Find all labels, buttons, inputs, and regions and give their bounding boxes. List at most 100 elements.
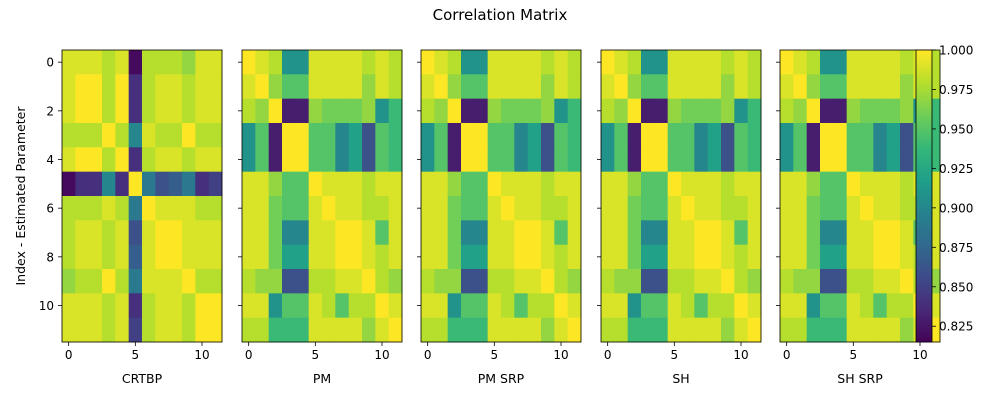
colorbar-gradient-step bbox=[916, 329, 932, 333]
heatmap-cell bbox=[514, 98, 529, 124]
heatmap-cell bbox=[102, 293, 116, 319]
heatmap-cell bbox=[388, 50, 403, 75]
heatmap-cell bbox=[362, 123, 376, 148]
heatmap-cell bbox=[833, 123, 848, 148]
heatmap-cell bbox=[282, 293, 296, 319]
heatmap-cell bbox=[734, 147, 749, 173]
heatmap-cell bbox=[806, 50, 821, 75]
heatmap-cell bbox=[474, 293, 489, 319]
heatmap-cell bbox=[322, 171, 336, 197]
heatmap-cell bbox=[501, 317, 515, 343]
heatmap-cell bbox=[255, 147, 270, 173]
heatmap-cell bbox=[734, 317, 749, 343]
heatmap-cell bbox=[747, 220, 762, 246]
heatmap-cell bbox=[242, 317, 256, 343]
heatmap-cell bbox=[514, 74, 529, 100]
heatmap-cell bbox=[641, 269, 655, 294]
colorbar-gradient-step bbox=[916, 188, 932, 192]
heatmap-cell bbox=[208, 50, 223, 75]
heatmap-cell bbox=[747, 123, 762, 148]
heatmap-cell bbox=[421, 317, 435, 343]
heatmap-cell bbox=[295, 244, 310, 270]
heatmap-cell bbox=[295, 269, 310, 294]
heatmap-cell bbox=[195, 74, 210, 100]
heatmap-cell bbox=[242, 98, 256, 124]
heatmap-cell bbox=[694, 317, 709, 343]
heatmap-cell bbox=[667, 220, 682, 246]
heatmap-cell bbox=[780, 123, 794, 148]
heatmap-cell bbox=[721, 123, 735, 148]
heatmap-cell bbox=[694, 74, 709, 100]
colorbar-gradient-step bbox=[916, 91, 932, 95]
heatmap-cell bbox=[806, 220, 821, 246]
heatmap-cell bbox=[242, 244, 256, 270]
heatmap-cell bbox=[900, 269, 914, 294]
heatmap-cell bbox=[614, 269, 629, 294]
heatmap-cell bbox=[627, 171, 642, 197]
heatmap-cell bbox=[833, 74, 848, 100]
heatmap-cell bbox=[780, 74, 794, 100]
colorbar-gradient-step bbox=[916, 181, 932, 185]
heatmap-cell bbox=[308, 196, 323, 221]
heatmap-cell bbox=[567, 123, 582, 148]
heatmap-cell bbox=[348, 50, 363, 75]
heatmap-cell bbox=[461, 147, 475, 173]
heatmap-cell bbox=[268, 293, 283, 319]
heatmap-cell bbox=[806, 293, 821, 319]
heatmap-cell bbox=[641, 98, 655, 124]
heatmap-cell bbox=[554, 220, 569, 246]
heatmap-cell bbox=[335, 293, 350, 319]
heatmap-cell bbox=[734, 269, 749, 294]
heatmap-cell bbox=[115, 147, 130, 173]
colorbar-gradient-step bbox=[916, 337, 932, 341]
heatmap-cell bbox=[601, 74, 615, 100]
heatmap-cell bbox=[833, 317, 848, 343]
heatmap-cell bbox=[88, 171, 103, 197]
heatmap-cell bbox=[694, 147, 709, 173]
colorbar-gradient-step bbox=[916, 86, 932, 90]
heatmap-cell bbox=[747, 74, 762, 100]
heatmap-cell bbox=[514, 220, 529, 246]
heatmap-cell bbox=[474, 220, 489, 246]
heatmap-cell bbox=[128, 50, 143, 75]
heatmap-cell bbox=[348, 269, 363, 294]
heatmap-cell bbox=[242, 220, 256, 246]
heatmap-cell bbox=[461, 293, 475, 319]
heatmap-cell bbox=[780, 244, 794, 270]
heatmap-cell bbox=[88, 98, 103, 124]
heatmap-cell bbox=[694, 50, 709, 75]
heatmap-cell bbox=[793, 50, 808, 75]
heatmap-cell bbox=[208, 293, 223, 319]
heatmap-cell bbox=[168, 147, 183, 173]
heatmap-cell bbox=[375, 293, 390, 319]
heatmap-cell bbox=[375, 171, 390, 197]
heatmap-cell bbox=[614, 74, 629, 100]
heatmap-cell bbox=[102, 269, 116, 294]
heatmap-cell bbox=[102, 220, 116, 246]
heatmap-cell bbox=[654, 98, 669, 124]
heatmap-cell bbox=[142, 50, 156, 75]
heatmap-cell bbox=[873, 171, 888, 197]
heatmap-cell bbox=[681, 147, 695, 173]
heatmap-cell bbox=[900, 220, 914, 246]
heatmap-cell bbox=[447, 317, 462, 343]
heatmap-cell bbox=[541, 98, 555, 124]
heatmap-cell bbox=[115, 123, 130, 148]
heatmap-cell bbox=[900, 123, 914, 148]
heatmap-cell bbox=[747, 147, 762, 173]
panel-label: SH bbox=[672, 371, 689, 386]
colorbar-gradient-step bbox=[916, 320, 932, 324]
heatmap-cell bbox=[527, 220, 542, 246]
colorbar-gradient-step bbox=[916, 324, 932, 328]
heatmap-cell bbox=[860, 98, 874, 124]
colorbar-gradient-step bbox=[916, 57, 932, 61]
heatmap-cell bbox=[846, 317, 861, 343]
heatmap-cell bbox=[421, 98, 435, 124]
heatmap-cell bbox=[627, 50, 642, 75]
heatmap-cell bbox=[514, 196, 529, 221]
heatmap-cell bbox=[282, 269, 296, 294]
heatmap-cell bbox=[115, 50, 130, 75]
heatmap-cell bbox=[142, 123, 156, 148]
heatmap-cell bbox=[567, 269, 582, 294]
heatmap-cell bbox=[195, 50, 210, 75]
